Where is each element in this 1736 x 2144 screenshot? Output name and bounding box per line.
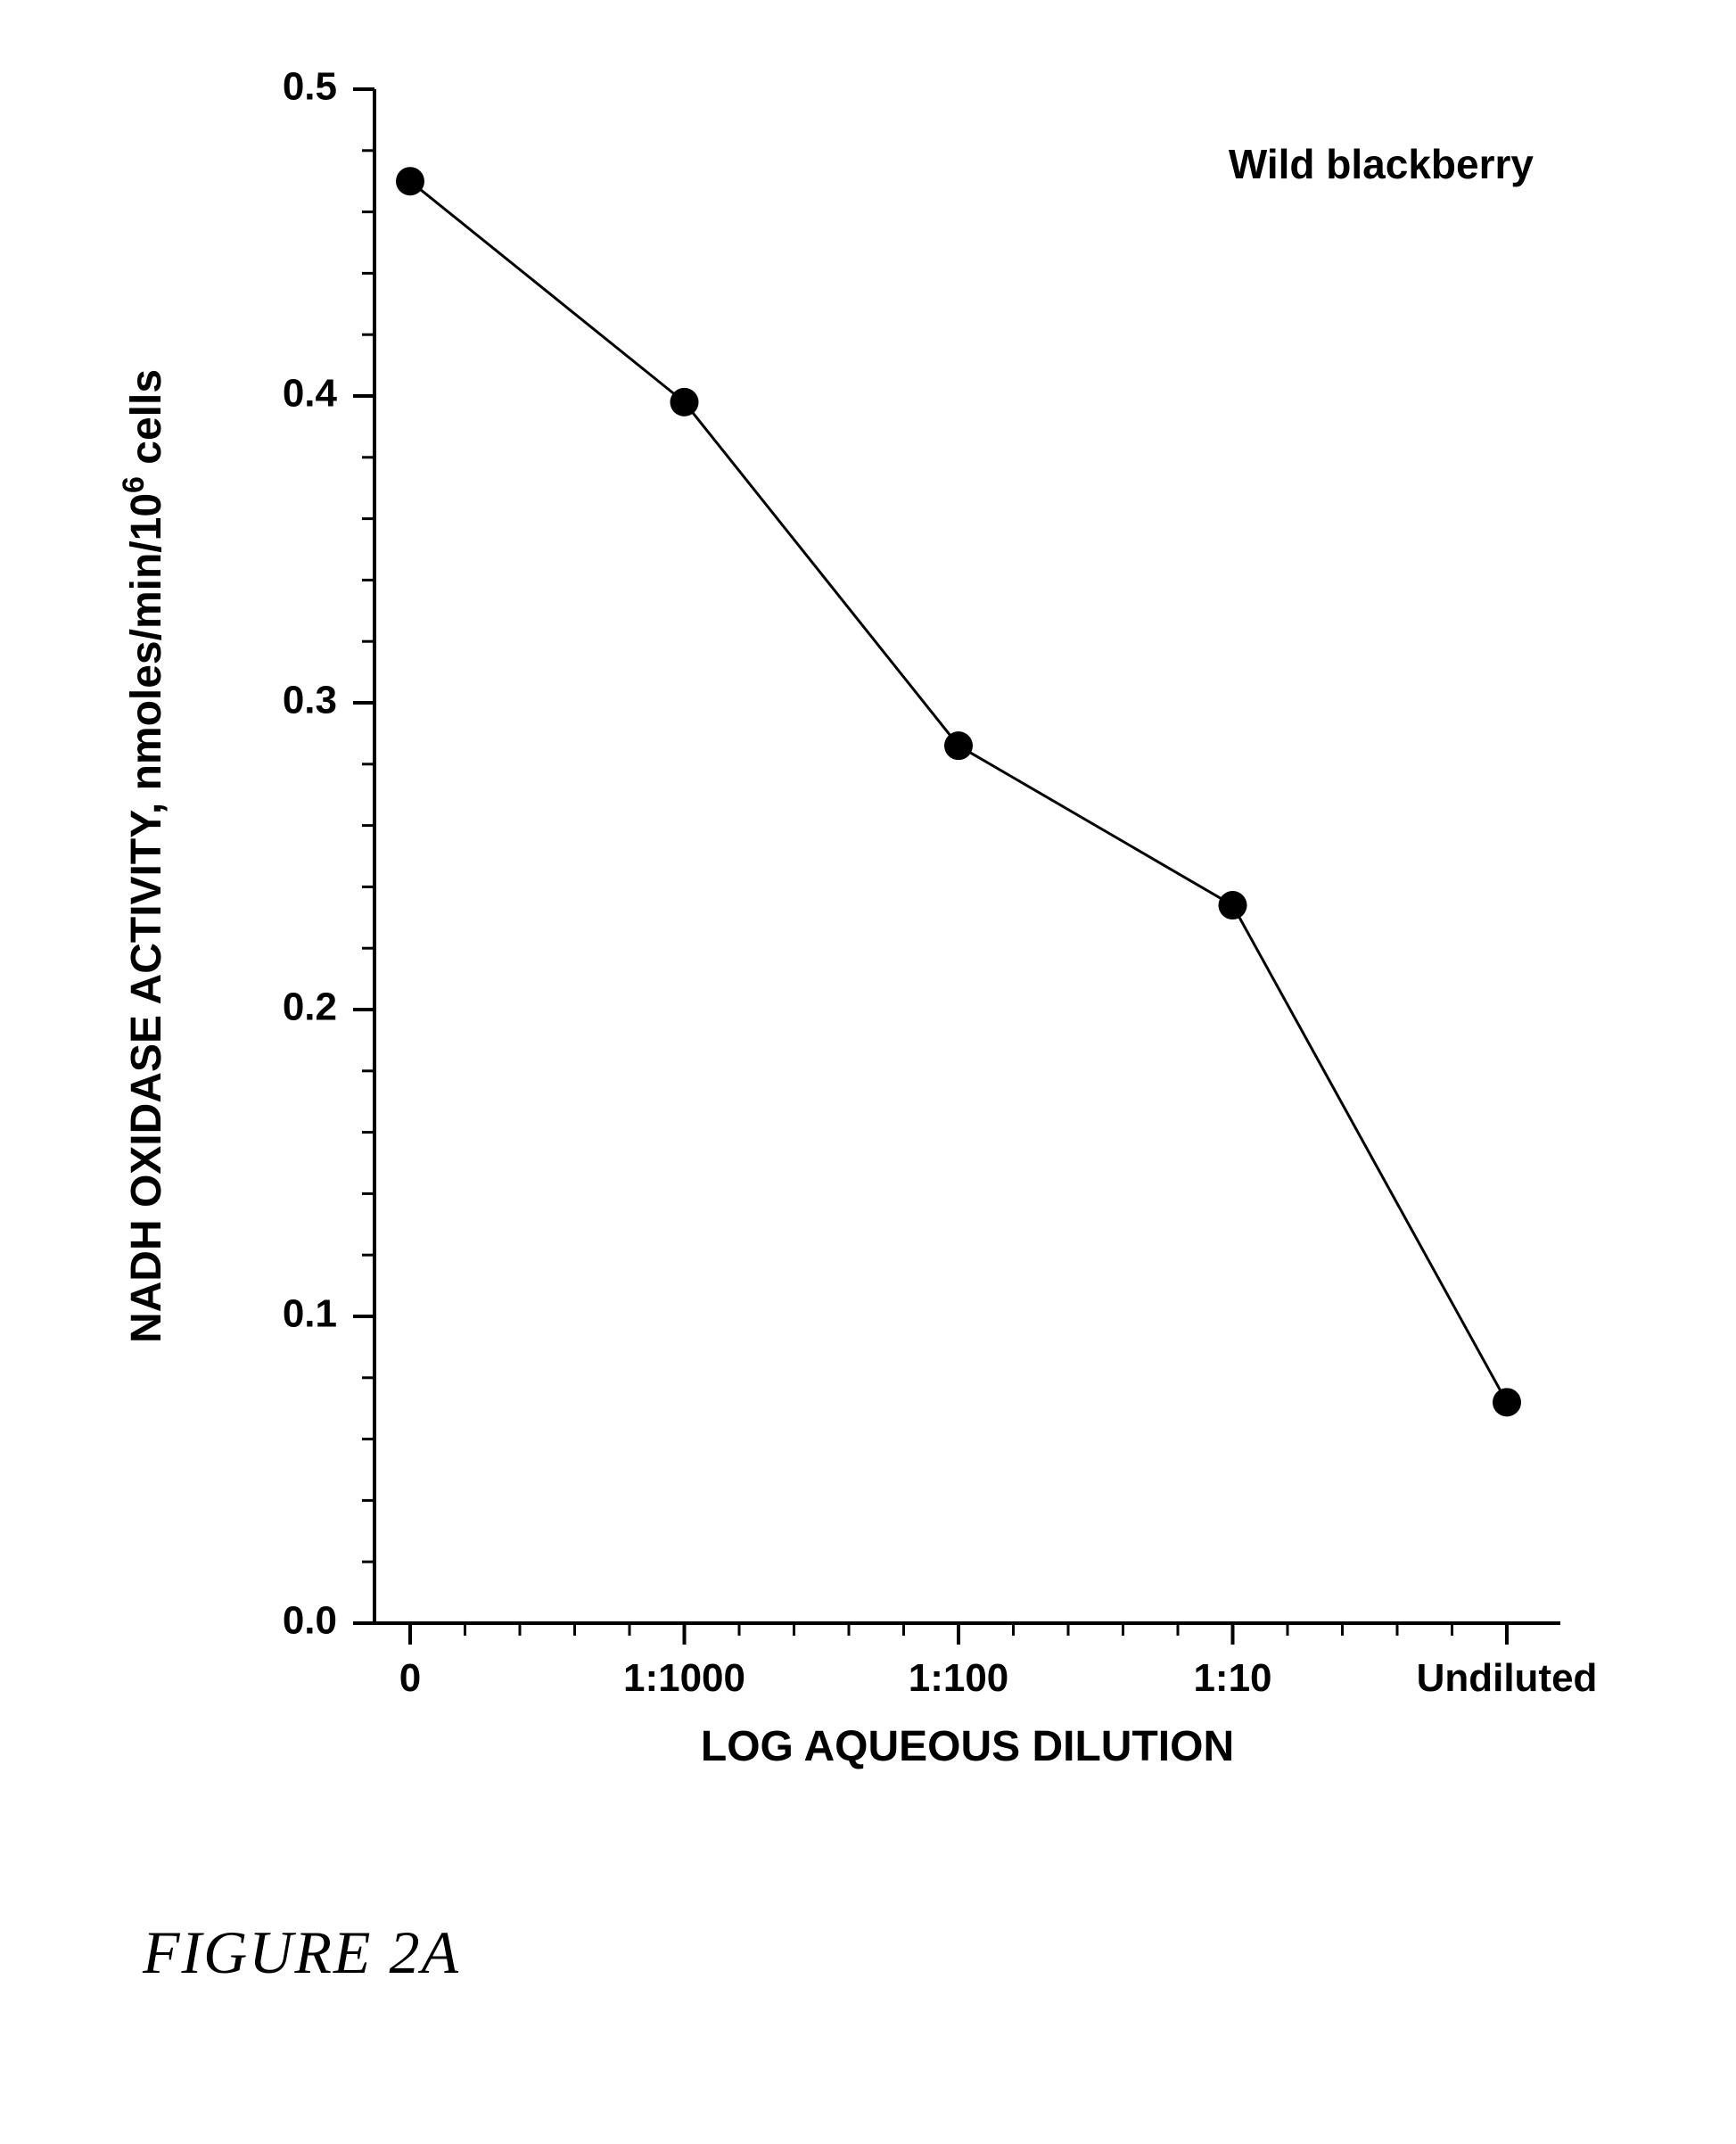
svg-text:1:100: 1:100	[909, 1656, 1009, 1700]
svg-text:Undiluted: Undiluted	[1417, 1656, 1598, 1700]
svg-text:0.5: 0.5	[283, 65, 337, 109]
svg-text:1:10: 1:10	[1193, 1656, 1271, 1700]
svg-text:1:1000: 1:1000	[623, 1656, 745, 1700]
svg-text:0.1: 0.1	[283, 1292, 337, 1336]
svg-text:0.2: 0.2	[283, 985, 337, 1029]
figure-caption: FIGURE 2A	[143, 1917, 460, 1988]
svg-text:Wild blackberry: Wild blackberry	[1229, 141, 1534, 187]
svg-text:0.3: 0.3	[283, 679, 337, 722]
svg-text:0: 0	[399, 1656, 421, 1700]
svg-text:NADH OXIDASE ACTIVITY, nmoles/: NADH OXIDASE ACTIVITY, nmoles/min/106 ce…	[117, 369, 170, 1343]
svg-text:0.4: 0.4	[283, 372, 338, 416]
svg-text:0.0: 0.0	[283, 1599, 337, 1643]
page: 0.0 0.1 0.2 0.3 0.4 0.5 0 1:1000 1:100 1:10 Undilu…	[0, 0, 1736, 2144]
svg-text:LOG AQUEOUS DILUTION: LOG AQUEOUS DILUTION	[701, 1723, 1234, 1770]
chart-container: 0.0 0.1 0.2 0.3 0.4 0.5 0 1:1000 1:100 1:10 Undilu…	[107, 54, 1623, 1819]
line-chart: 0.0 0.1 0.2 0.3 0.4 0.5 0 1:1000 1:100 1:10 Undilu…	[107, 54, 1623, 1819]
